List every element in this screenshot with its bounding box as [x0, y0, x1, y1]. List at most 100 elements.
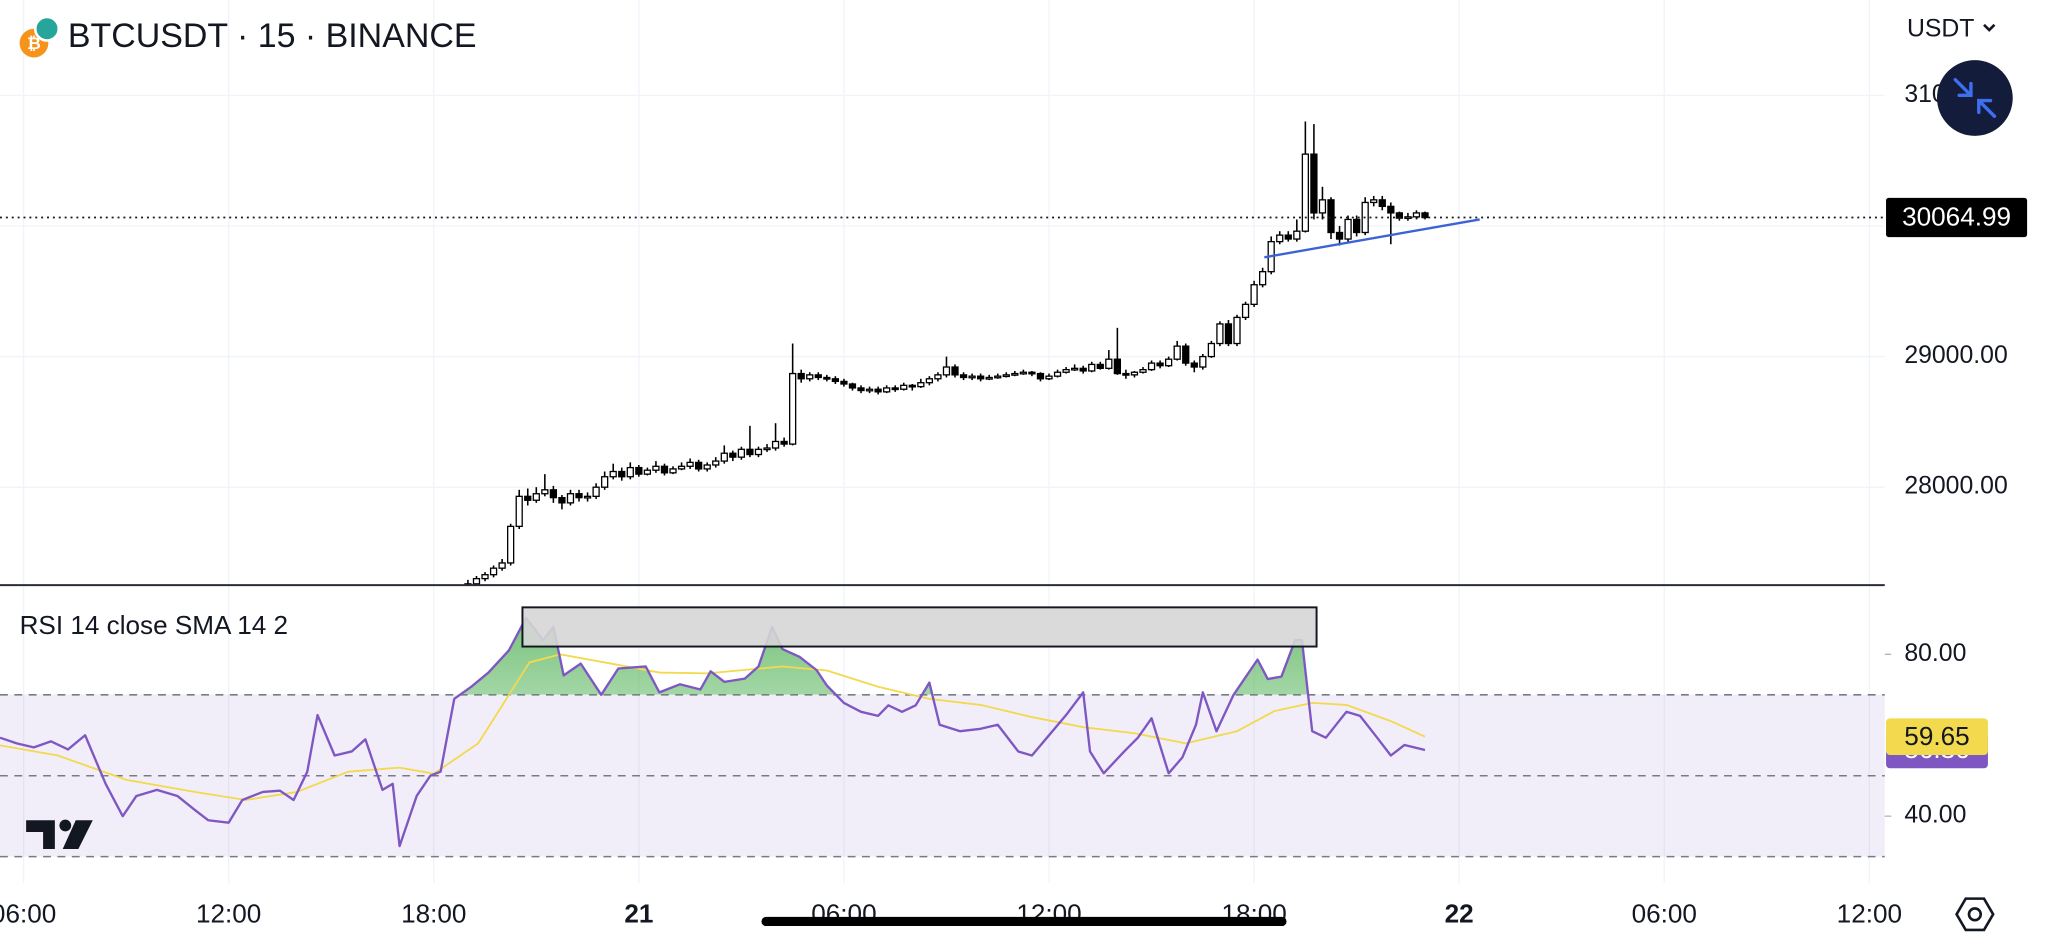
candle-body [1387, 205, 1395, 214]
candle-body [524, 495, 532, 501]
x-tick-label: 06:00 [0, 899, 56, 929]
candle-body [1276, 234, 1284, 243]
candle-body [507, 525, 515, 564]
tv-logo [26, 819, 93, 849]
candle-body [1370, 199, 1378, 204]
currency-selector[interactable]: USDT [1907, 16, 1975, 43]
candle-body [865, 388, 874, 392]
candle-body [1002, 374, 1010, 378]
candle-body [1062, 368, 1070, 373]
candle-body [891, 387, 899, 391]
candle-body [1233, 316, 1241, 345]
candle-body [1019, 371, 1028, 375]
value-tag-label: 59.65 [1904, 721, 1969, 751]
candle-body [1421, 212, 1429, 219]
candle-body [1199, 355, 1207, 368]
candle-body [729, 452, 737, 458]
candle-body [934, 374, 942, 380]
candle-body [857, 387, 865, 392]
exit-fullscreen-button[interactable] [1936, 60, 2013, 136]
candle-body [1258, 271, 1267, 286]
candle-body [1241, 303, 1250, 319]
coin-logo-glyph: ₿ [27, 34, 41, 53]
candle-body [814, 374, 822, 379]
candle-body [1079, 367, 1087, 372]
candle-body [1130, 371, 1139, 376]
candle-body [575, 493, 583, 499]
candle-body [1182, 345, 1190, 364]
candle-body [797, 372, 805, 380]
candle-body [1173, 345, 1181, 360]
exchange-badge [33, 15, 61, 42]
candle-body [763, 447, 771, 451]
x-tick-label: 06:00 [1632, 899, 1697, 929]
value-tag [1886, 718, 1988, 755]
candle-body [1378, 199, 1386, 208]
candle-body [771, 440, 780, 449]
candle-body [1096, 363, 1104, 369]
candle-body [977, 375, 985, 380]
candle-body [1190, 362, 1198, 368]
trendline [1264, 218, 1480, 259]
candle-body [1318, 199, 1327, 214]
candle-body [609, 470, 617, 478]
candle-body [703, 464, 711, 470]
candle-body [558, 496, 566, 504]
x-tick-label: 21 [624, 899, 653, 929]
candle-body [541, 489, 549, 495]
candle-body [1335, 231, 1344, 240]
candle-body [874, 388, 882, 393]
candle-body [917, 382, 925, 388]
candle-body [1147, 362, 1156, 371]
candle-body [1139, 368, 1147, 373]
y-tick-label: 29000.00 [1904, 342, 2007, 369]
candle-body [1224, 323, 1233, 345]
indicator-title[interactable]: RSI 14 close SMA 14 2 [20, 610, 289, 640]
candle-body [1036, 372, 1045, 380]
candle-body [985, 376, 993, 380]
candle-body [652, 465, 660, 471]
rsi-tick-label: 40.00 [1904, 802, 1966, 829]
candle-body [532, 493, 540, 501]
candle-body [643, 469, 652, 475]
candle-body [660, 465, 669, 474]
candle-body [959, 374, 968, 379]
candle-body [1207, 342, 1216, 358]
candle-body [686, 461, 694, 467]
candle-body [925, 378, 934, 384]
candle-body [498, 562, 506, 569]
candle-body [1293, 230, 1301, 240]
candle-body [908, 384, 916, 388]
candle-body [1216, 323, 1224, 345]
candle-body [583, 495, 592, 499]
candle-body [942, 366, 951, 376]
candle-body [823, 376, 831, 380]
candle-body [677, 465, 686, 470]
candle-body [806, 374, 814, 380]
candle-body [789, 372, 797, 445]
candle-body [592, 486, 600, 497]
candle-body [1045, 375, 1053, 380]
drawn-rectangle[interactable] [521, 606, 1318, 648]
candle-body [489, 567, 498, 576]
candle-body [1301, 153, 1310, 232]
symbol-title[interactable]: BTCUSDT · 15 · BINANCE [68, 17, 477, 55]
candle-body [1088, 363, 1096, 372]
candle-body [951, 366, 959, 376]
candle-body [746, 448, 754, 456]
candle-body [1310, 153, 1318, 214]
candle-body [1352, 218, 1361, 234]
candle-body [1122, 372, 1130, 376]
candle-body [831, 378, 840, 383]
candle-body [601, 476, 609, 488]
rsi-line [0, 616, 1426, 848]
candle-body [1053, 371, 1062, 377]
candle-body [1156, 362, 1164, 367]
candle-body [1071, 367, 1079, 371]
candle-body [626, 466, 634, 478]
settings-button[interactable] [1955, 897, 1995, 932]
currency-chevron[interactable] [1983, 23, 1996, 32]
candle-body [968, 375, 976, 379]
candle-body [737, 448, 746, 458]
